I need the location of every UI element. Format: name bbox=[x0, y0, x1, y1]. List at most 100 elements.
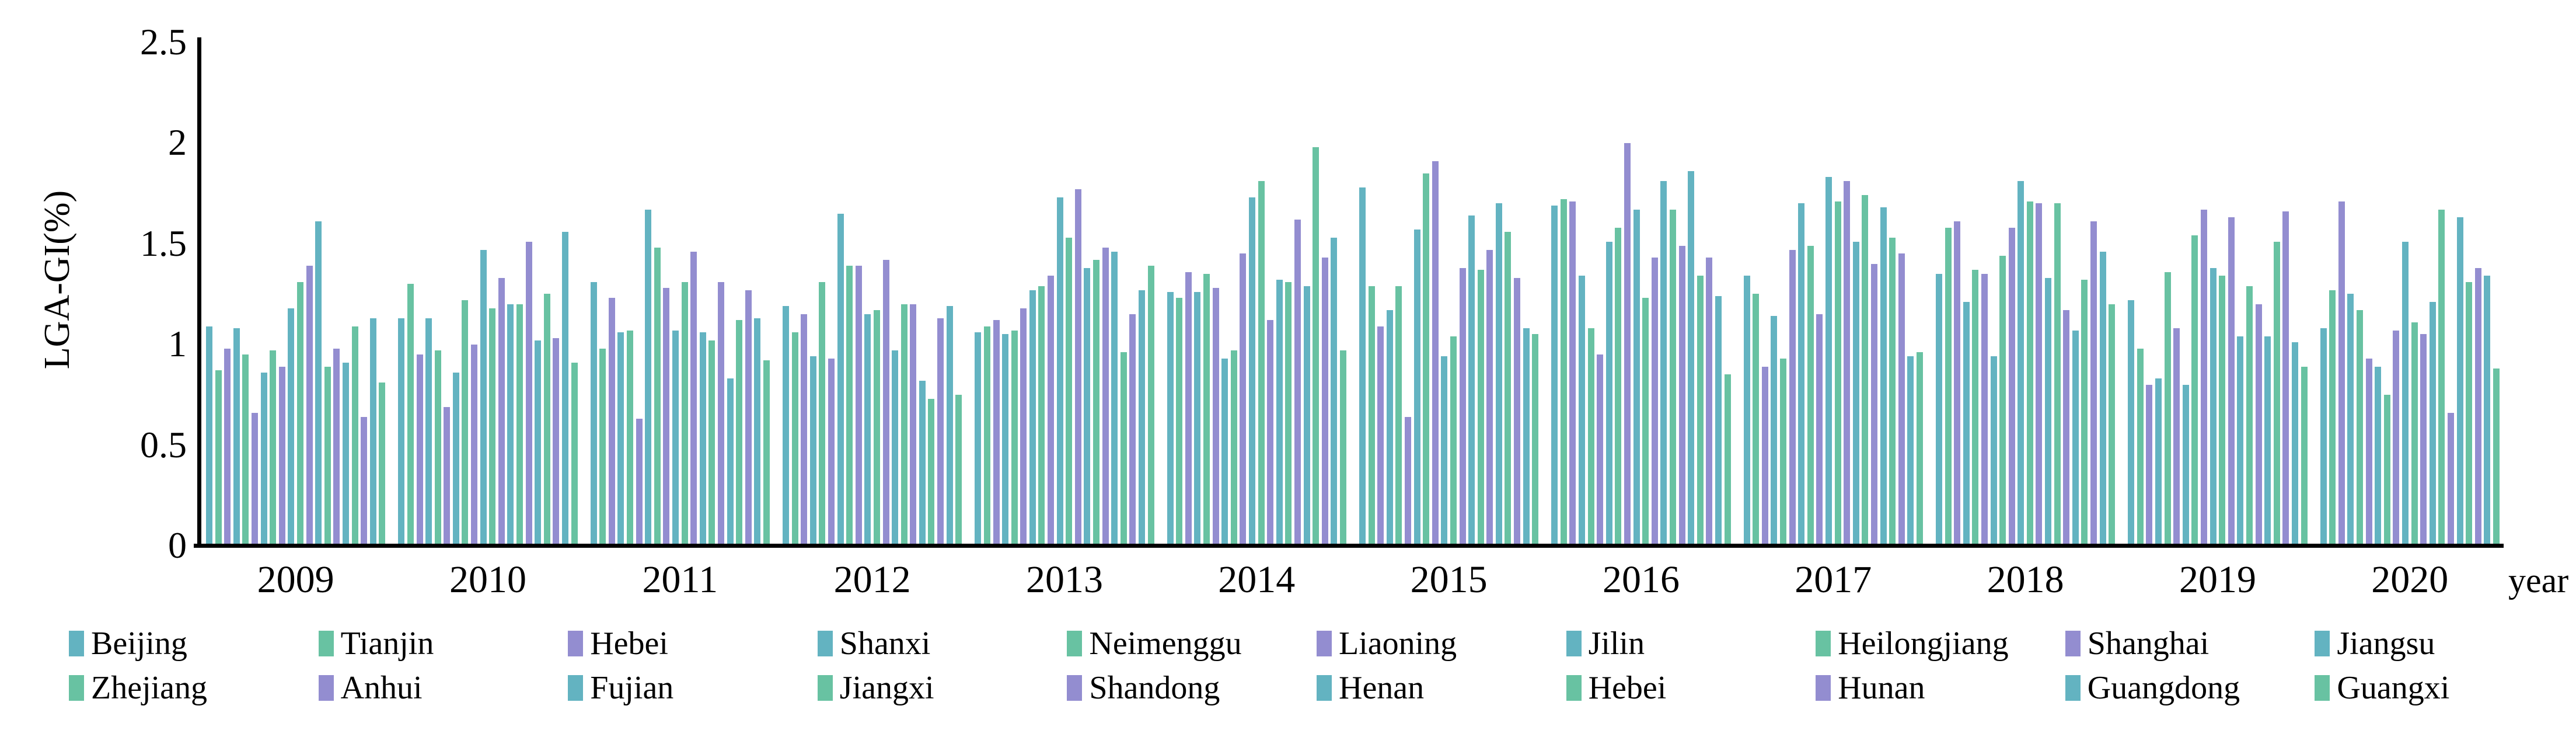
legend-label: Zhejiang bbox=[91, 670, 208, 706]
bar bbox=[828, 359, 835, 544]
legend-item-liaoning: Liaoning bbox=[1317, 626, 1566, 661]
bar bbox=[1798, 203, 1805, 544]
bar bbox=[2438, 210, 2445, 544]
bar bbox=[278, 367, 285, 544]
bar bbox=[1230, 350, 1237, 544]
bar bbox=[754, 318, 761, 544]
y-tick-label: 2.5 bbox=[140, 21, 187, 62]
bar bbox=[1889, 238, 1896, 544]
legend-swatch-icon bbox=[817, 675, 833, 701]
bar bbox=[498, 278, 505, 544]
bar bbox=[270, 350, 277, 544]
x-tick-label-2019: 2019 bbox=[2179, 558, 2256, 601]
bar bbox=[846, 266, 853, 544]
bar bbox=[708, 340, 715, 544]
bar bbox=[2182, 385, 2189, 544]
bar bbox=[2347, 294, 2354, 544]
bar bbox=[1569, 201, 1576, 544]
bar bbox=[2081, 280, 2088, 544]
bar bbox=[1303, 286, 1310, 544]
bar bbox=[242, 354, 249, 544]
bar bbox=[681, 282, 688, 544]
legend-item-henan: Henan bbox=[1317, 670, 1566, 705]
legend-label: Beijing bbox=[91, 625, 187, 662]
year-group-2015 bbox=[1359, 40, 1539, 544]
legend-item-jiangxi: Jiangxi bbox=[817, 670, 1067, 706]
legend-label: Neimenggu bbox=[1089, 625, 1242, 662]
legend-item-anhui: Anhui bbox=[318, 670, 568, 705]
bar bbox=[1258, 181, 1265, 544]
legend-label: Hebei bbox=[590, 625, 668, 662]
bar bbox=[2375, 367, 2382, 544]
legend-swatch-icon bbox=[1816, 631, 1831, 656]
bar bbox=[215, 370, 222, 544]
x-tick-label-2012: 2012 bbox=[833, 558, 911, 601]
bar bbox=[296, 282, 303, 544]
x-tick-label-2014: 2014 bbox=[1218, 558, 1296, 601]
bar bbox=[1147, 266, 1154, 544]
bar bbox=[1780, 359, 1786, 544]
legend-item-shanxi: Shanxi bbox=[817, 626, 1067, 661]
bar bbox=[2026, 201, 2033, 544]
bar bbox=[1377, 326, 1384, 544]
bar bbox=[233, 328, 240, 544]
bar bbox=[489, 308, 496, 544]
bar bbox=[2365, 359, 2372, 544]
bar bbox=[224, 349, 231, 544]
bar bbox=[1587, 328, 1594, 544]
bar bbox=[2282, 211, 2289, 544]
bar bbox=[1203, 274, 1210, 544]
legend-label: Hunan bbox=[1838, 670, 1925, 706]
bar bbox=[636, 419, 643, 544]
bar bbox=[361, 417, 368, 544]
bar bbox=[342, 363, 349, 544]
bar bbox=[1313, 147, 1320, 544]
x-tick-label-2013: 2013 bbox=[1025, 558, 1103, 601]
bar bbox=[1633, 210, 1640, 544]
bar bbox=[1651, 258, 1658, 544]
bar bbox=[1642, 298, 1649, 544]
bar bbox=[782, 306, 789, 544]
x-axis-tick-labels: 2009 2010 2011 2012 2013 2014 2015 2016 2017 2018… bbox=[206, 559, 2500, 600]
bar bbox=[1706, 258, 1713, 544]
legend-label: Fujian bbox=[590, 670, 674, 706]
bar bbox=[1724, 374, 1731, 544]
year-group-2011 bbox=[590, 40, 770, 544]
bar bbox=[1459, 268, 1466, 544]
bar bbox=[1267, 320, 1274, 544]
bar bbox=[1670, 210, 1677, 544]
bar bbox=[1579, 276, 1586, 544]
bar bbox=[324, 367, 331, 544]
bar bbox=[2072, 331, 2079, 544]
bar bbox=[617, 332, 624, 544]
bar bbox=[1981, 274, 1988, 544]
bar bbox=[1084, 268, 1091, 544]
legend-row-2: Zhejiang Anhui Fujian Jiangxi Shandong Henan H… bbox=[69, 670, 2564, 705]
bar bbox=[333, 349, 340, 544]
x-tick-label-2015: 2015 bbox=[1410, 558, 1488, 601]
bar bbox=[2411, 322, 2418, 544]
bar bbox=[543, 294, 550, 544]
legend-swatch-icon bbox=[1317, 675, 1332, 701]
bar bbox=[1011, 331, 1018, 544]
legend-swatch-icon bbox=[69, 631, 84, 656]
bar bbox=[1441, 356, 1448, 544]
bar bbox=[2429, 302, 2436, 544]
bar bbox=[1221, 359, 1228, 544]
bar bbox=[2264, 336, 2271, 544]
legend-label: Jiangsu bbox=[2337, 625, 2435, 662]
year-group-2020 bbox=[2320, 40, 2500, 544]
legend-label: Heilongjiang bbox=[1838, 625, 2009, 662]
legend-label: Jiangxi bbox=[839, 670, 934, 706]
legend-label: Guangdong bbox=[2087, 670, 2240, 706]
bar bbox=[819, 282, 826, 544]
bar bbox=[1386, 310, 1393, 544]
year-group-2013 bbox=[975, 40, 1154, 544]
bar bbox=[369, 318, 376, 544]
bar bbox=[1276, 280, 1283, 544]
bar bbox=[1248, 197, 1255, 544]
bar bbox=[379, 383, 386, 544]
bar bbox=[1898, 253, 1905, 544]
bar bbox=[864, 314, 871, 544]
